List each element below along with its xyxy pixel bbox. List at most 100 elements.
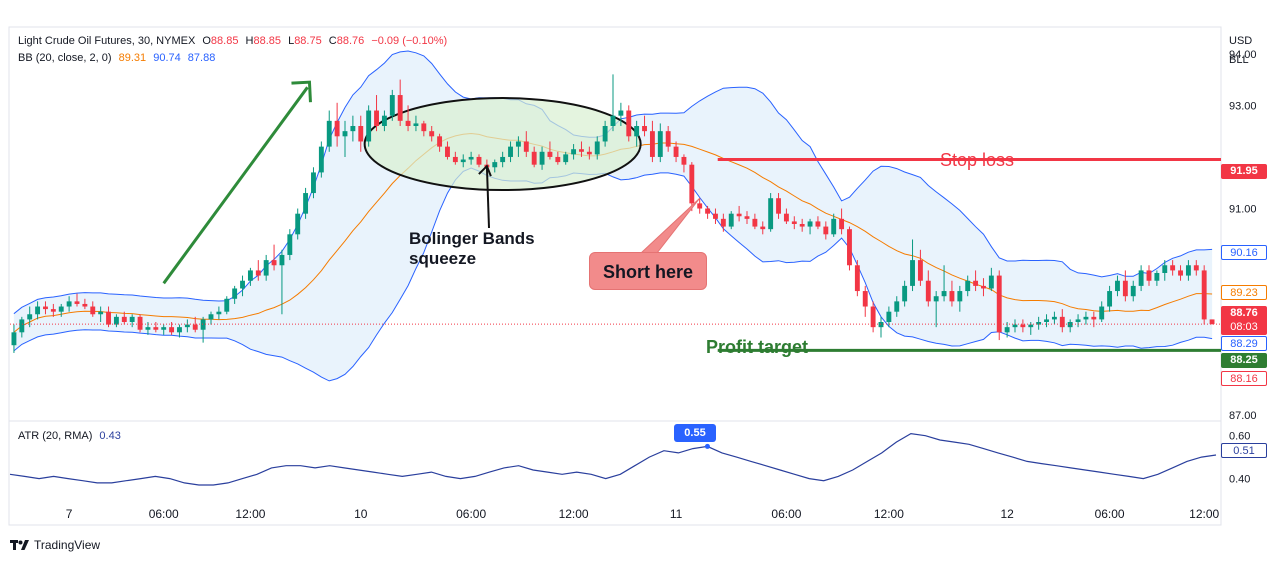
candles [10, 74, 1221, 353]
candle-body [397, 95, 403, 121]
candle [1083, 311, 1089, 325]
candle [626, 105, 632, 142]
candle [161, 324, 167, 335]
candle-body [839, 218, 845, 230]
candle [760, 221, 766, 235]
candle [515, 136, 521, 157]
atr-tick-label: 0.40 [1229, 474, 1250, 486]
candle [326, 110, 332, 152]
candle-body [326, 120, 332, 147]
candle-body [429, 131, 435, 137]
candle [949, 280, 955, 307]
candle-body [973, 280, 979, 286]
candle-body [571, 149, 577, 155]
candle [917, 249, 923, 286]
price-tick-label: 91.00 [1229, 204, 1257, 216]
candle-body [1028, 324, 1034, 328]
short-here-callout: Short here [589, 252, 707, 290]
candle [697, 198, 703, 214]
candle [184, 319, 190, 333]
candle [137, 314, 143, 333]
candle [381, 110, 387, 132]
candle [129, 314, 135, 328]
candle-body [161, 327, 167, 330]
trend-arrow-line [162, 86, 309, 285]
bb-basis-value: 89.31 [118, 52, 147, 64]
candle-body [752, 218, 758, 227]
candle-body [1162, 265, 1168, 273]
candle [397, 79, 403, 126]
candle [413, 115, 419, 132]
candle-body [783, 213, 789, 222]
trend-arrow-head [291, 80, 312, 103]
candle-body [531, 151, 537, 165]
candle-body [854, 265, 860, 292]
candle [563, 151, 569, 165]
candle [791, 216, 797, 230]
candle-body [941, 291, 947, 297]
candle [579, 141, 584, 157]
candle [618, 102, 624, 126]
candle-body [303, 193, 309, 214]
candle-body [334, 120, 340, 137]
candle [508, 141, 513, 163]
candle-body [917, 260, 923, 281]
squeeze-pointer-line [485, 166, 490, 229]
candle-body [50, 309, 56, 312]
candle [460, 154, 466, 168]
candle-body [1075, 319, 1081, 322]
legend-atr: ATR (20, RMA) 0.43 [18, 430, 121, 442]
candle-body [287, 234, 293, 255]
low-price-tag: 88.16 [1221, 371, 1267, 386]
candle-body [1154, 273, 1160, 281]
symbol-title: Light Crude Oil Futures, 30, NYMEX [18, 35, 196, 47]
candle-body [11, 332, 17, 346]
candle-body [255, 270, 261, 276]
candle-body [736, 213, 742, 217]
legend-main: Light Crude Oil Futures, 30, NYMEX O88.8… [18, 35, 447, 47]
last-price-tag: 88.76 [1221, 306, 1267, 321]
candle [358, 115, 364, 152]
candle [318, 141, 324, 178]
candle-body [728, 213, 734, 227]
candle [602, 120, 608, 147]
candle-body [374, 110, 379, 126]
candle [1154, 270, 1160, 286]
candle [642, 115, 647, 137]
tradingview-footer[interactable]: TradingView [10, 538, 100, 552]
candle-body [19, 319, 25, 333]
candle-body [311, 172, 316, 194]
time-tick-label: 12:00 [874, 507, 904, 521]
candle-body [145, 327, 151, 330]
candle [287, 229, 293, 261]
candle [192, 316, 198, 333]
low-value: 88.75 [294, 35, 322, 47]
candle-body [58, 306, 64, 312]
candle-body [342, 131, 348, 137]
candle [839, 208, 845, 235]
candle [988, 267, 994, 292]
high-value: 88.85 [253, 35, 281, 47]
candle [500, 151, 506, 168]
candle [82, 298, 88, 310]
candle-body [1044, 319, 1049, 322]
candle [98, 306, 104, 322]
upper-band-price-tag: 90.16 [1221, 245, 1267, 260]
band-fill [13, 51, 1213, 381]
time-tick-label: 06:00 [1095, 507, 1125, 521]
candle [689, 162, 695, 212]
candle-body [713, 213, 718, 219]
candle [854, 260, 860, 297]
candle [1122, 270, 1128, 302]
candle [74, 293, 80, 307]
candle-body [66, 301, 72, 307]
candle [531, 146, 537, 168]
candle-body [586, 151, 592, 155]
candle-body [1020, 324, 1026, 328]
candle-body [642, 126, 647, 132]
candle [1107, 285, 1113, 312]
open-value: 88.85 [210, 35, 239, 47]
candle [1036, 316, 1042, 330]
candle [153, 322, 159, 333]
